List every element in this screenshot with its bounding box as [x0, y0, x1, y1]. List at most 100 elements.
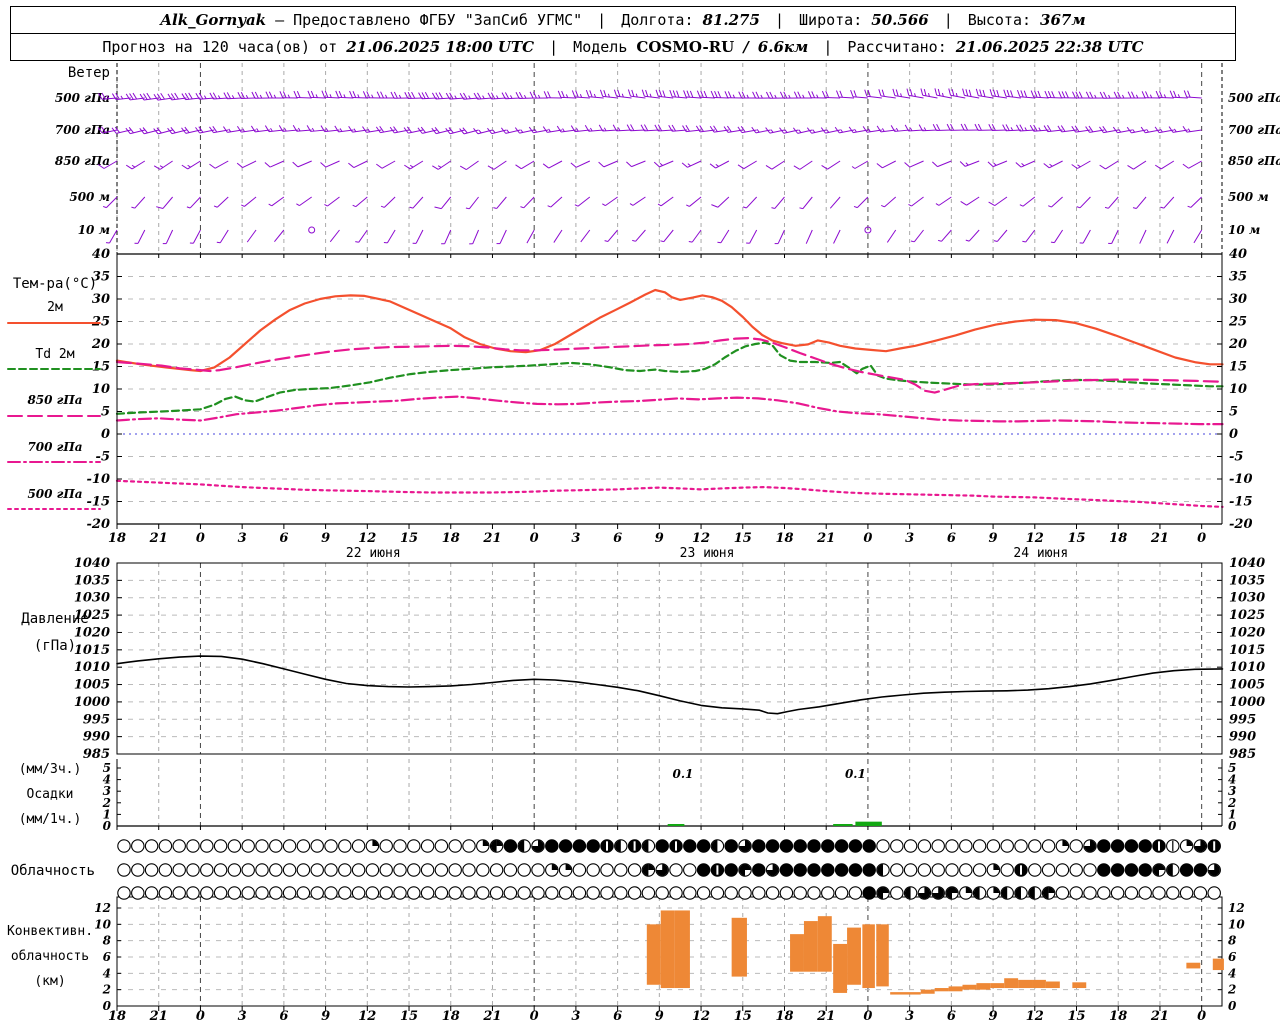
cloud-circle	[932, 864, 944, 876]
wind-barb-feather	[854, 90, 856, 97]
wind-barb-feather	[380, 126, 384, 132]
time-label-mid: 21	[149, 531, 168, 546]
wind-barb-staff	[193, 230, 200, 243]
cloud-circle	[918, 840, 930, 852]
wind-level-label-right: 500 гПа	[1228, 91, 1280, 105]
wind-barb-feather	[335, 126, 339, 132]
wind-barb-half-feather	[924, 128, 926, 131]
wind-barb-staff	[298, 161, 312, 167]
model-resolution: 6.6км	[758, 38, 809, 56]
wind-barb-feather	[932, 162, 937, 167]
wind-barb-row	[98, 161, 1201, 170]
wind-barb-half-feather	[1105, 207, 1108, 208]
cloud-circle	[201, 840, 213, 852]
wind-barb-feather	[175, 93, 179, 99]
cloud-circle	[214, 864, 226, 876]
wind-barb-staff	[359, 230, 368, 242]
cloud-fill	[745, 864, 751, 870]
wind-barb-staff	[914, 230, 923, 242]
precip-bar	[855, 822, 881, 826]
wind-barb-feather	[715, 91, 718, 97]
cloud-circle	[477, 864, 489, 876]
pressure-ytick-right: 1040	[1229, 556, 1265, 571]
wind-barb-feather	[1072, 164, 1078, 168]
precip-panel-label: Осадки	[27, 787, 74, 802]
calc-time: 21.06.2025 22:38 UTC	[956, 38, 1144, 56]
cloud-circle	[311, 887, 323, 899]
wind-barb-half-feather	[604, 128, 606, 131]
wind-barb-feather	[599, 162, 604, 167]
wind-barb-half-feather	[535, 129, 537, 132]
wind-barb-feather	[628, 90, 630, 97]
cloud-circle	[973, 864, 985, 876]
convective-bar	[890, 992, 921, 994]
legend-label: 850 гПа	[27, 393, 82, 407]
wind-barb-feather	[213, 126, 217, 132]
wind-barb-staff	[923, 95, 938, 98]
wind-barb-staff	[220, 230, 228, 243]
cloud-circle	[1139, 887, 1151, 899]
pressure-ytick-left: 995	[83, 712, 110, 727]
wind-barb-half-feather	[966, 240, 969, 241]
wind-barb-staff	[1136, 197, 1146, 208]
pressure-ytick-left: 985	[83, 747, 110, 762]
wind-barb-staff	[497, 197, 507, 208]
wind-barb-half-feather	[868, 129, 870, 132]
wind-barb-staff	[661, 197, 673, 206]
wind-barb-feather	[237, 163, 242, 167]
wind-barb-half-feather	[1022, 163, 1025, 165]
cloud-circle	[477, 887, 489, 899]
cloud-circle	[808, 840, 820, 852]
temperature-panel-title: Тем-ра(°C)	[13, 276, 97, 292]
wind-barb-staff	[937, 95, 952, 98]
wind-barb-feather	[935, 88, 937, 95]
time-label-mid: 18	[1109, 531, 1127, 546]
cloud-circle	[173, 864, 185, 876]
wind-barb-staff	[578, 197, 590, 206]
wind-barb-feather	[879, 89, 881, 96]
wind-barb-feather	[394, 92, 397, 98]
wind-barb-feather	[348, 163, 353, 167]
cloud-circle	[656, 840, 668, 852]
lon-label: Долгота:	[621, 11, 693, 29]
wind-barb-staff	[887, 230, 895, 242]
time-label-mid: 12	[692, 531, 710, 546]
wind-barb-row	[98, 124, 1202, 134]
cloud-circle	[753, 840, 765, 852]
cloud-circle	[352, 840, 364, 852]
convective-bar	[862, 924, 875, 988]
wind-barb-feather	[710, 126, 714, 132]
day-label: 22 июня	[346, 546, 401, 561]
wind-barb-feather	[952, 89, 954, 96]
time-label-bottom: 0	[530, 1009, 539, 1024]
wind-barb-staff	[714, 97, 729, 98]
wind-barb-staff	[605, 197, 617, 206]
wind-barb-half-feather	[771, 208, 774, 209]
wind-barb-staff	[527, 230, 534, 243]
wind-barb-feather	[1170, 91, 1173, 97]
wind-barb-feather	[1024, 91, 1026, 98]
wind-barb-half-feather	[910, 128, 912, 131]
cloud-circle	[408, 887, 420, 899]
wind-barb-staff	[135, 197, 145, 208]
cloud-circle	[932, 840, 944, 852]
cloud-circle	[780, 840, 792, 852]
wind-barb-feather	[1086, 92, 1089, 98]
wind-barb-feather	[140, 94, 144, 100]
cloud-circle	[380, 840, 392, 852]
wind-barb-feather	[412, 92, 415, 98]
temp-ytick-right: -20	[1229, 517, 1253, 532]
cloud-circle	[145, 864, 157, 876]
cloud-circle	[435, 864, 447, 876]
wind-barb-staff	[589, 97, 604, 98]
wind-barb-staff	[274, 230, 283, 242]
wind-barb-feather	[223, 127, 227, 133]
wind-barb-staff	[895, 96, 910, 98]
wind-barb-staff	[630, 130, 645, 131]
cloud-circle	[463, 840, 475, 852]
wind-level-label-right: 700 гПа	[1228, 123, 1280, 137]
cloud-circle	[1001, 864, 1013, 876]
cloud-circle	[835, 864, 847, 876]
wind-barb-feather	[336, 91, 339, 97]
wind-barb-feather	[1044, 164, 1050, 168]
